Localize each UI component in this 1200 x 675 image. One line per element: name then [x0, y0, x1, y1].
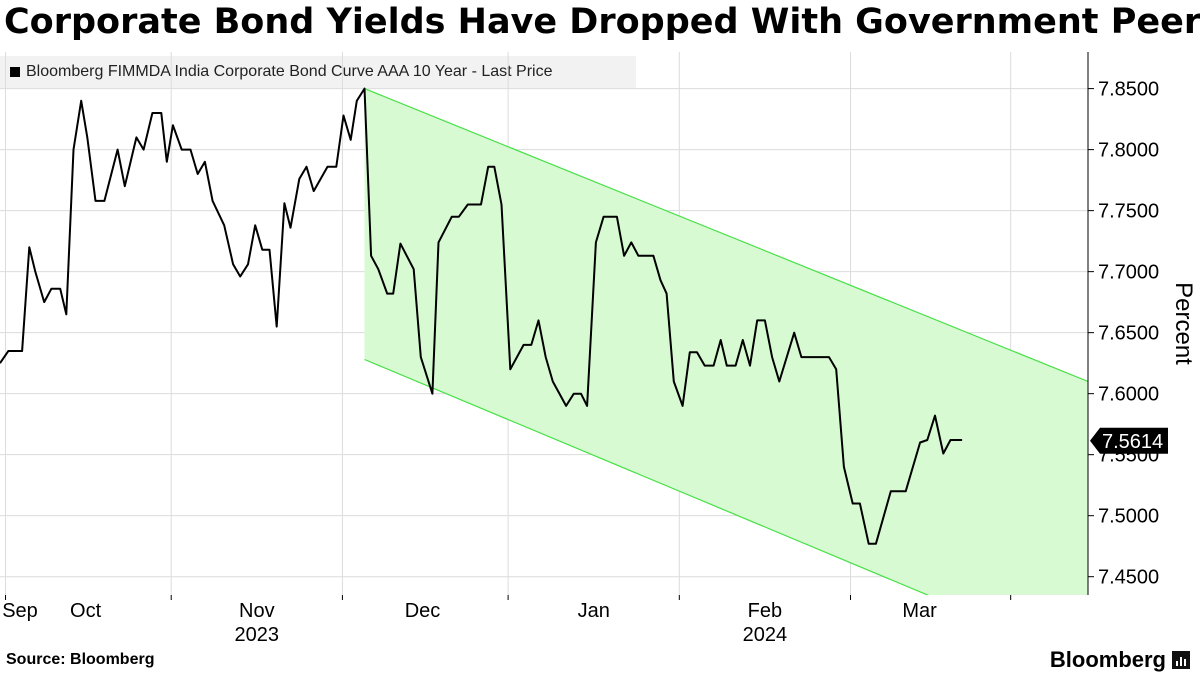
y-tick-label: 7.7000	[1098, 262, 1159, 284]
y-tick-label: 7.8500	[1098, 79, 1159, 101]
last-value-tag	[1090, 427, 1168, 454]
x-month-label: Sep	[2, 600, 38, 622]
legend-label: Bloomberg FIMMDA India Corporate Bond Cu…	[26, 63, 553, 80]
chart-title: Corporate Bond Yields Have Dropped With …	[4, 2, 1200, 42]
channel-lower-line	[364, 358, 930, 595]
bar-chart-icon	[1172, 651, 1190, 669]
brand-name: Bloomberg	[1049, 647, 1166, 672]
last-value-label: 7.5614	[1102, 431, 1163, 453]
y-tick-label: 7.5000	[1098, 506, 1159, 528]
x-month-label: Nov	[239, 600, 275, 622]
y-tick-label: 7.7500	[1098, 201, 1159, 223]
x-month-label: Oct	[70, 600, 102, 622]
x-year-label: 2024	[743, 624, 788, 646]
x-month-label: Feb	[748, 600, 782, 622]
series-line	[0, 87, 963, 545]
y-tick-label: 7.8000	[1098, 140, 1159, 162]
x-month-label: Mar	[902, 600, 937, 622]
trend-channel	[364, 88, 1088, 595]
y-tick-label: 7.6000	[1098, 384, 1159, 406]
legend: Bloomberg FIMMDA India Corporate Bond Cu…	[0, 56, 636, 88]
source-note: Source: Bloomberg	[6, 651, 155, 668]
brand-logo: Bloomberg	[1050, 647, 1190, 673]
x-year-label: 2023	[235, 624, 280, 646]
y-tick-label: 7.6500	[1098, 323, 1159, 345]
y-tick-label: 7.4500	[1098, 567, 1159, 589]
channel-upper-line	[364, 88, 1088, 383]
legend-swatch	[10, 67, 20, 77]
x-month-label: Dec	[405, 600, 441, 622]
channel-group	[364, 88, 1088, 595]
y-axis-title: Percent	[1170, 282, 1197, 365]
x-month-label: Jan	[578, 600, 610, 622]
